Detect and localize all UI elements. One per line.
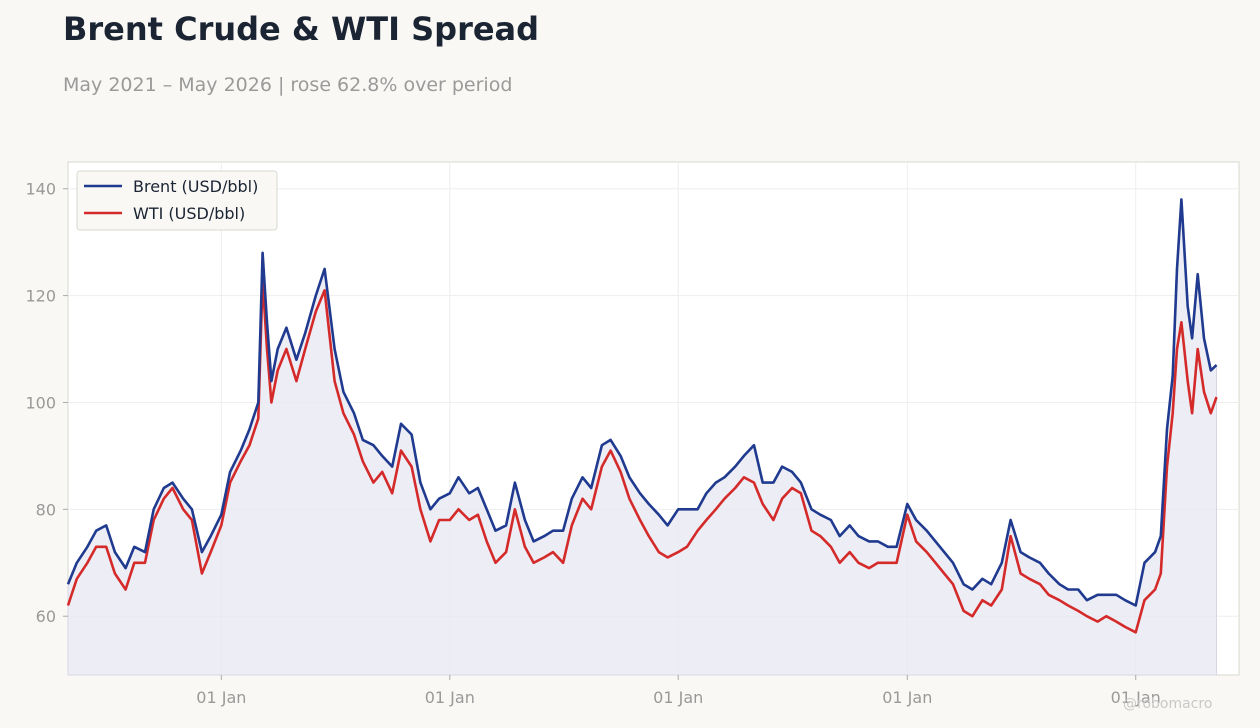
page-title: Brent Crude & WTI Spread [63, 10, 540, 48]
x-axis: 01 Jan 01 Jan 01 Jan 01 Jan 01 Jan [196, 675, 1161, 707]
legend: Brent (USD/bbl) WTI (USD/bbl) [76, 170, 278, 231]
x-tick-label: 01 Jan [425, 688, 475, 707]
x-tick-label: 01 Jan [1111, 688, 1161, 707]
watermark: @robomacro [1123, 696, 1213, 712]
legend-box [76, 170, 278, 231]
legend-label-brent: Brent (USD/bbl) [133, 177, 258, 196]
y-axis: 60 80 100 120 140 [25, 180, 68, 626]
page-subtitle: May 2021 – May 2026 | rose 62.8% over pe… [63, 74, 513, 96]
y-tick-label: 100 [25, 393, 56, 412]
series-lines [66, 198, 1218, 634]
y-tick-label: 60 [36, 607, 56, 626]
x-tick-label: 01 Jan [653, 688, 703, 707]
series-line-wti [66, 278, 1218, 634]
y-tick-label: 120 [25, 287, 56, 306]
y-tick-label: 80 [36, 500, 56, 519]
series-line-brent [66, 198, 1218, 607]
x-tick-label: 01 Jan [196, 688, 246, 707]
legend-label-wti: WTI (USD/bbl) [133, 204, 245, 223]
y-tick-label: 140 [25, 180, 56, 199]
x-tick-label: 01 Jan [882, 688, 932, 707]
